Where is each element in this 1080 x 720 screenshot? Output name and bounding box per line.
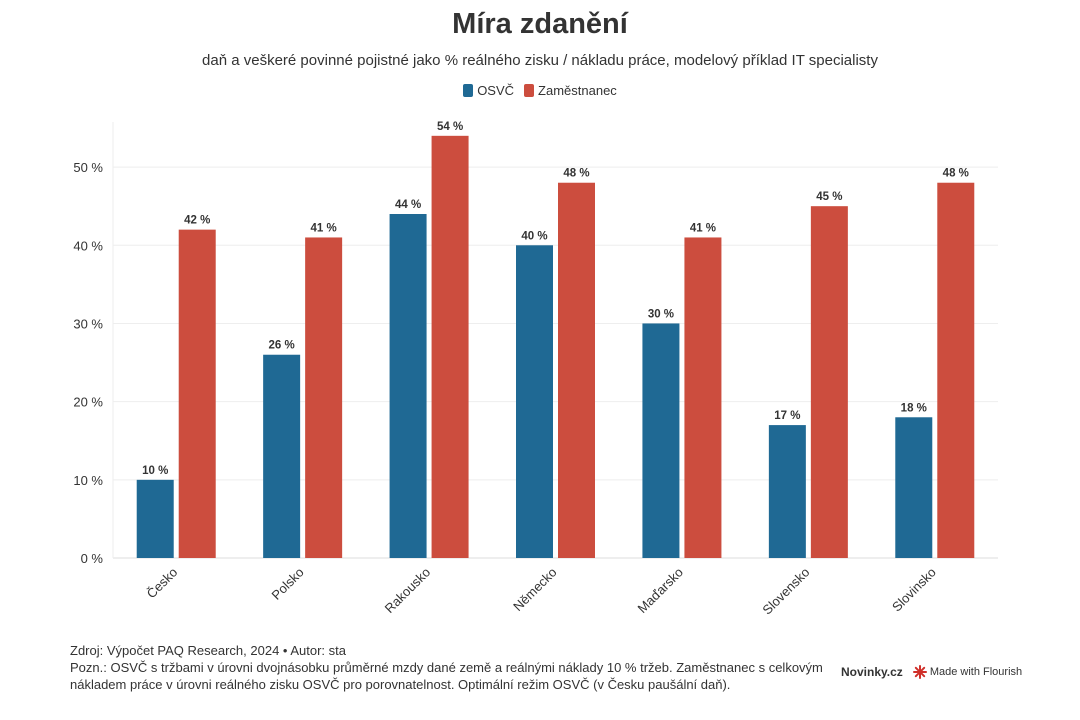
- y-tick-label: 30 %: [73, 316, 103, 331]
- data-label: 10 %: [142, 465, 168, 477]
- data-label: 17 %: [774, 410, 800, 422]
- x-tick-label: Slovinsko: [889, 565, 939, 615]
- y-tick-label: 10 %: [73, 473, 103, 488]
- y-tick-label: 20 %: [73, 395, 103, 410]
- legend-item-zamestnanec[interactable]: Zaměstnanec: [524, 83, 617, 98]
- bar-osvc: [895, 417, 933, 558]
- data-label: 18 %: [901, 402, 927, 414]
- bar-osvc: [136, 479, 174, 558]
- branding: Novinky.cz Made with Flourish: [841, 665, 1022, 679]
- data-label: 40 %: [521, 230, 547, 242]
- chart-subtitle: daň a veškeré povinné pojistné jako % re…: [202, 52, 878, 69]
- bar-chart: 0 % 10 % 20 % 30 % 40 % 50 % 10 % 42 % Česko 26 %…: [73, 121, 998, 618]
- footer: Zdroj: Výpočet PAQ Research, 2024 • Auto…: [70, 642, 850, 693]
- x-tick-label: Polsko: [269, 565, 307, 603]
- data-label: 54 %: [437, 121, 463, 133]
- flourish-credit[interactable]: Made with Flourish: [912, 665, 1023, 679]
- data-label: 44 %: [395, 199, 421, 211]
- x-tick-label: Německo: [510, 565, 559, 614]
- data-label: 48 %: [563, 168, 589, 180]
- bar-zamestnanec: [305, 237, 343, 559]
- data-label: 48 %: [943, 168, 969, 180]
- publisher-logo[interactable]: Novinky.cz: [841, 665, 903, 679]
- data-label: 42 %: [184, 215, 210, 227]
- y-tick-label: 0 %: [81, 551, 104, 566]
- bar-zamestnanec: [937, 182, 975, 558]
- y-tick-label: 50 %: [73, 160, 103, 175]
- x-tick-label: Rakousko: [382, 565, 433, 616]
- bar-zamestnanec: [558, 182, 595, 558]
- chart-title: Míra zdanění: [452, 8, 628, 40]
- bar-osvc: [642, 323, 680, 558]
- legend: OSVČ Zaměstnanec: [0, 83, 1080, 98]
- bar-zamestnanec: [178, 229, 216, 559]
- legend-swatch-osvc: [463, 84, 474, 97]
- data-label: 45 %: [816, 191, 842, 203]
- bar-zamestnanec: [431, 135, 469, 558]
- x-tick-label: Maďarsko: [635, 565, 687, 617]
- y-tick-label: 40 %: [73, 238, 103, 253]
- source-text: Zdroj: Výpočet PAQ Research, 2024 • Auto…: [70, 643, 347, 658]
- bar-zamestnanec: [810, 206, 848, 558]
- data-label: 26 %: [269, 340, 295, 352]
- flourish-icon: [912, 665, 927, 679]
- x-tick-label: Česko: [144, 565, 181, 602]
- bar-osvc: [768, 425, 806, 558]
- legend-swatch-zamestnanec: [524, 84, 535, 97]
- bar-osvc: [516, 245, 553, 559]
- note-text: Pozn.: OSVČ s tržbami v úrovni dvojnásob…: [70, 660, 823, 692]
- x-tick-label: Slovensko: [759, 565, 812, 618]
- data-label: 30 %: [648, 308, 674, 320]
- data-label: 41 %: [311, 222, 337, 234]
- flourish-label: Made with Flourish: [929, 666, 1023, 678]
- bar-osvc: [389, 214, 427, 558]
- legend-label-zamestnanec: Zaměstnanec: [538, 83, 617, 98]
- data-label: 41 %: [690, 222, 716, 234]
- bar-osvc: [263, 354, 301, 558]
- legend-label-osvc: OSVČ: [477, 83, 515, 98]
- legend-item-osvc[interactable]: OSVČ: [463, 83, 514, 98]
- bar-zamestnanec: [684, 237, 722, 559]
